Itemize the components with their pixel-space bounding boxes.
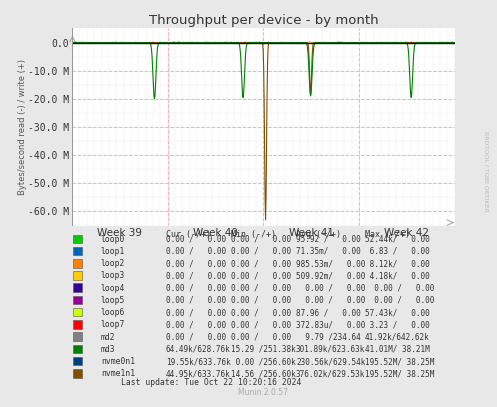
Text: Munin 2.0.57: Munin 2.0.57 (239, 388, 288, 397)
Bar (73, 283, 83, 292)
Text: loop4: loop4 (101, 284, 125, 293)
Text: 509.92m/   0.00: 509.92m/ 0.00 (296, 271, 365, 280)
Text: loop5: loop5 (101, 296, 125, 305)
Text: 0.00 /   0.00: 0.00 / 0.00 (231, 284, 291, 293)
Text: 0.00 /   0.00: 0.00 / 0.00 (231, 235, 291, 244)
Text: 195.52M/ 38.25M: 195.52M/ 38.25M (365, 357, 434, 366)
Text: 4.18k/   0.00: 4.18k/ 0.00 (365, 271, 429, 280)
Bar (73, 369, 83, 378)
Text: 0.00 /   0.00: 0.00 / 0.00 (166, 296, 226, 305)
Text: nvme0n1: nvme0n1 (101, 357, 135, 366)
Y-axis label: Bytes/second read (-) / write (+): Bytes/second read (-) / write (+) (18, 59, 27, 195)
Text: 985.53m/   0.00: 985.53m/ 0.00 (296, 259, 365, 268)
Text: 0.00 /   0.00: 0.00 / 0.00 (166, 308, 226, 317)
Text: Min (-/+): Min (-/+) (231, 230, 276, 239)
Bar (73, 357, 83, 365)
Text: 87.96 /   0.00: 87.96 / 0.00 (296, 308, 361, 317)
Text: 6.83 /   0.00: 6.83 / 0.00 (365, 247, 429, 256)
Text: 0.00 /   0.00: 0.00 / 0.00 (365, 296, 434, 305)
Text: 64.49k/628.76k: 64.49k/628.76k (166, 345, 231, 354)
Text: 0.00 /   0.00: 0.00 / 0.00 (231, 320, 291, 329)
Text: 0.00 /   0.00: 0.00 / 0.00 (166, 235, 226, 244)
Bar (73, 345, 83, 353)
Text: 0.00 /   0.00: 0.00 / 0.00 (231, 271, 291, 280)
Text: 195.52M/ 38.25M: 195.52M/ 38.25M (365, 369, 434, 378)
Text: md2: md2 (101, 333, 115, 341)
Text: 57.43k/   0.00: 57.43k/ 0.00 (365, 308, 429, 317)
Text: loop7: loop7 (101, 320, 125, 329)
Text: 301.89k/623.63k: 301.89k/623.63k (296, 345, 365, 354)
Bar (73, 295, 83, 304)
Text: loop2: loop2 (101, 259, 125, 268)
Text: 95.92 /   0.00: 95.92 / 0.00 (296, 235, 361, 244)
Text: 0.00 /   0.00: 0.00 / 0.00 (166, 284, 226, 293)
Text: Cur (-/+): Cur (-/+) (166, 230, 211, 239)
Text: 15.29 /251.38k: 15.29 /251.38k (231, 345, 296, 354)
Text: 52.44k/   0.00: 52.44k/ 0.00 (365, 235, 429, 244)
Text: loop0: loop0 (101, 235, 125, 244)
Text: 0.00 /   0.00: 0.00 / 0.00 (296, 296, 365, 305)
Text: loop1: loop1 (101, 247, 125, 256)
Text: 8.12k/   0.00: 8.12k/ 0.00 (365, 259, 429, 268)
Text: 0.00 /256.60k: 0.00 /256.60k (231, 357, 296, 366)
Text: 0.00 /   0.00: 0.00 / 0.00 (166, 271, 226, 280)
Text: 71.35m/   0.00: 71.35m/ 0.00 (296, 247, 361, 256)
Text: 0.00 /   0.00: 0.00 / 0.00 (166, 247, 226, 256)
Text: 0.00 /   0.00: 0.00 / 0.00 (365, 284, 434, 293)
Text: loop3: loop3 (101, 271, 125, 280)
Text: 0.00 /   0.00: 0.00 / 0.00 (166, 259, 226, 268)
Text: 230.56k/629.54k: 230.56k/629.54k (296, 357, 365, 366)
Text: 41.01M/ 38.21M: 41.01M/ 38.21M (365, 345, 429, 354)
Text: nvme1n1: nvme1n1 (101, 369, 135, 378)
Text: 0.00 /   0.00: 0.00 / 0.00 (231, 296, 291, 305)
Bar (73, 271, 83, 280)
Bar (73, 320, 83, 329)
Text: 0.00 /   0.00: 0.00 / 0.00 (231, 308, 291, 317)
Bar (73, 308, 83, 317)
Bar (73, 333, 83, 341)
Text: RRDTOOL / TOBI OETIKER: RRDTOOL / TOBI OETIKER (484, 131, 489, 211)
Text: 376.02k/629.53k: 376.02k/629.53k (296, 369, 365, 378)
Text: 0.00 /   0.00: 0.00 / 0.00 (231, 333, 291, 341)
Text: 9.79 /234.64: 9.79 /234.64 (296, 333, 361, 341)
Text: Avg (-/+): Avg (-/+) (296, 230, 341, 239)
Text: 14.56 /256.60k: 14.56 /256.60k (231, 369, 296, 378)
Bar (73, 234, 83, 243)
Text: 372.83u/   0.00: 372.83u/ 0.00 (296, 320, 365, 329)
Bar (73, 259, 83, 267)
Text: 3.23 /   0.00: 3.23 / 0.00 (365, 320, 429, 329)
Text: 0.00 /   0.00: 0.00 / 0.00 (231, 259, 291, 268)
Text: 41.92k/642.62k: 41.92k/642.62k (365, 333, 429, 341)
Text: Max (-/+): Max (-/+) (365, 230, 410, 239)
Text: 0.00 /   0.00: 0.00 / 0.00 (296, 284, 365, 293)
Title: Throughput per device - by month: Throughput per device - by month (149, 14, 378, 27)
Bar (73, 247, 83, 255)
Text: md3: md3 (101, 345, 115, 354)
Text: Last update: Tue Oct 22 10:20:16 2024: Last update: Tue Oct 22 10:20:16 2024 (121, 379, 302, 387)
Text: 19.55k/633.76k: 19.55k/633.76k (166, 357, 231, 366)
Text: loop6: loop6 (101, 308, 125, 317)
Text: 0.00 /   0.00: 0.00 / 0.00 (166, 320, 226, 329)
Text: 0.00 /   0.00: 0.00 / 0.00 (231, 247, 291, 256)
Text: 44.95k/633.76k: 44.95k/633.76k (166, 369, 231, 378)
Text: 0.00 /   0.00: 0.00 / 0.00 (166, 333, 226, 341)
